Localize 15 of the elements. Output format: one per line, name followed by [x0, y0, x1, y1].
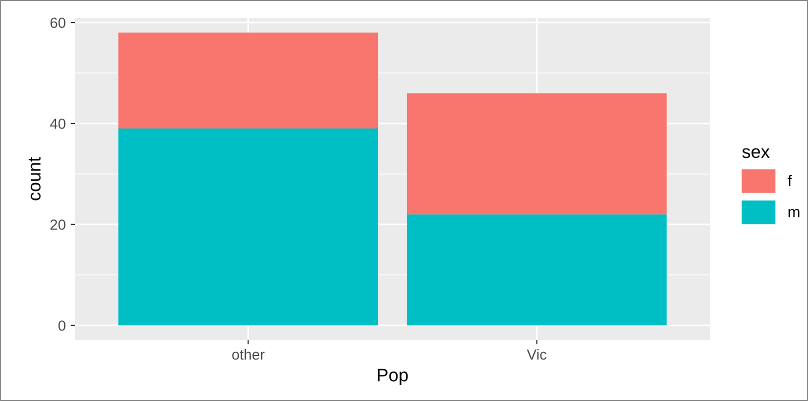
- bar: [118, 128, 378, 326]
- legend-title: sex: [742, 148, 770, 158]
- y-tick-label: 20: [50, 220, 66, 230]
- y-axis-title: count: [28, 157, 41, 200]
- y-tick-label: 0: [58, 320, 66, 331]
- bar: [406, 93, 667, 214]
- y-tick-label: 40: [50, 118, 66, 129]
- y-tick-label: 60: [50, 18, 66, 28]
- x-tick-label: Vic: [526, 349, 546, 360]
- x-tick-label: other: [232, 349, 265, 360]
- legend-label: f: [788, 174, 792, 186]
- bar: [118, 32, 378, 129]
- bar: [406, 214, 667, 326]
- legend-label: m: [788, 208, 800, 218]
- x-axis-title: Pop: [378, 368, 408, 386]
